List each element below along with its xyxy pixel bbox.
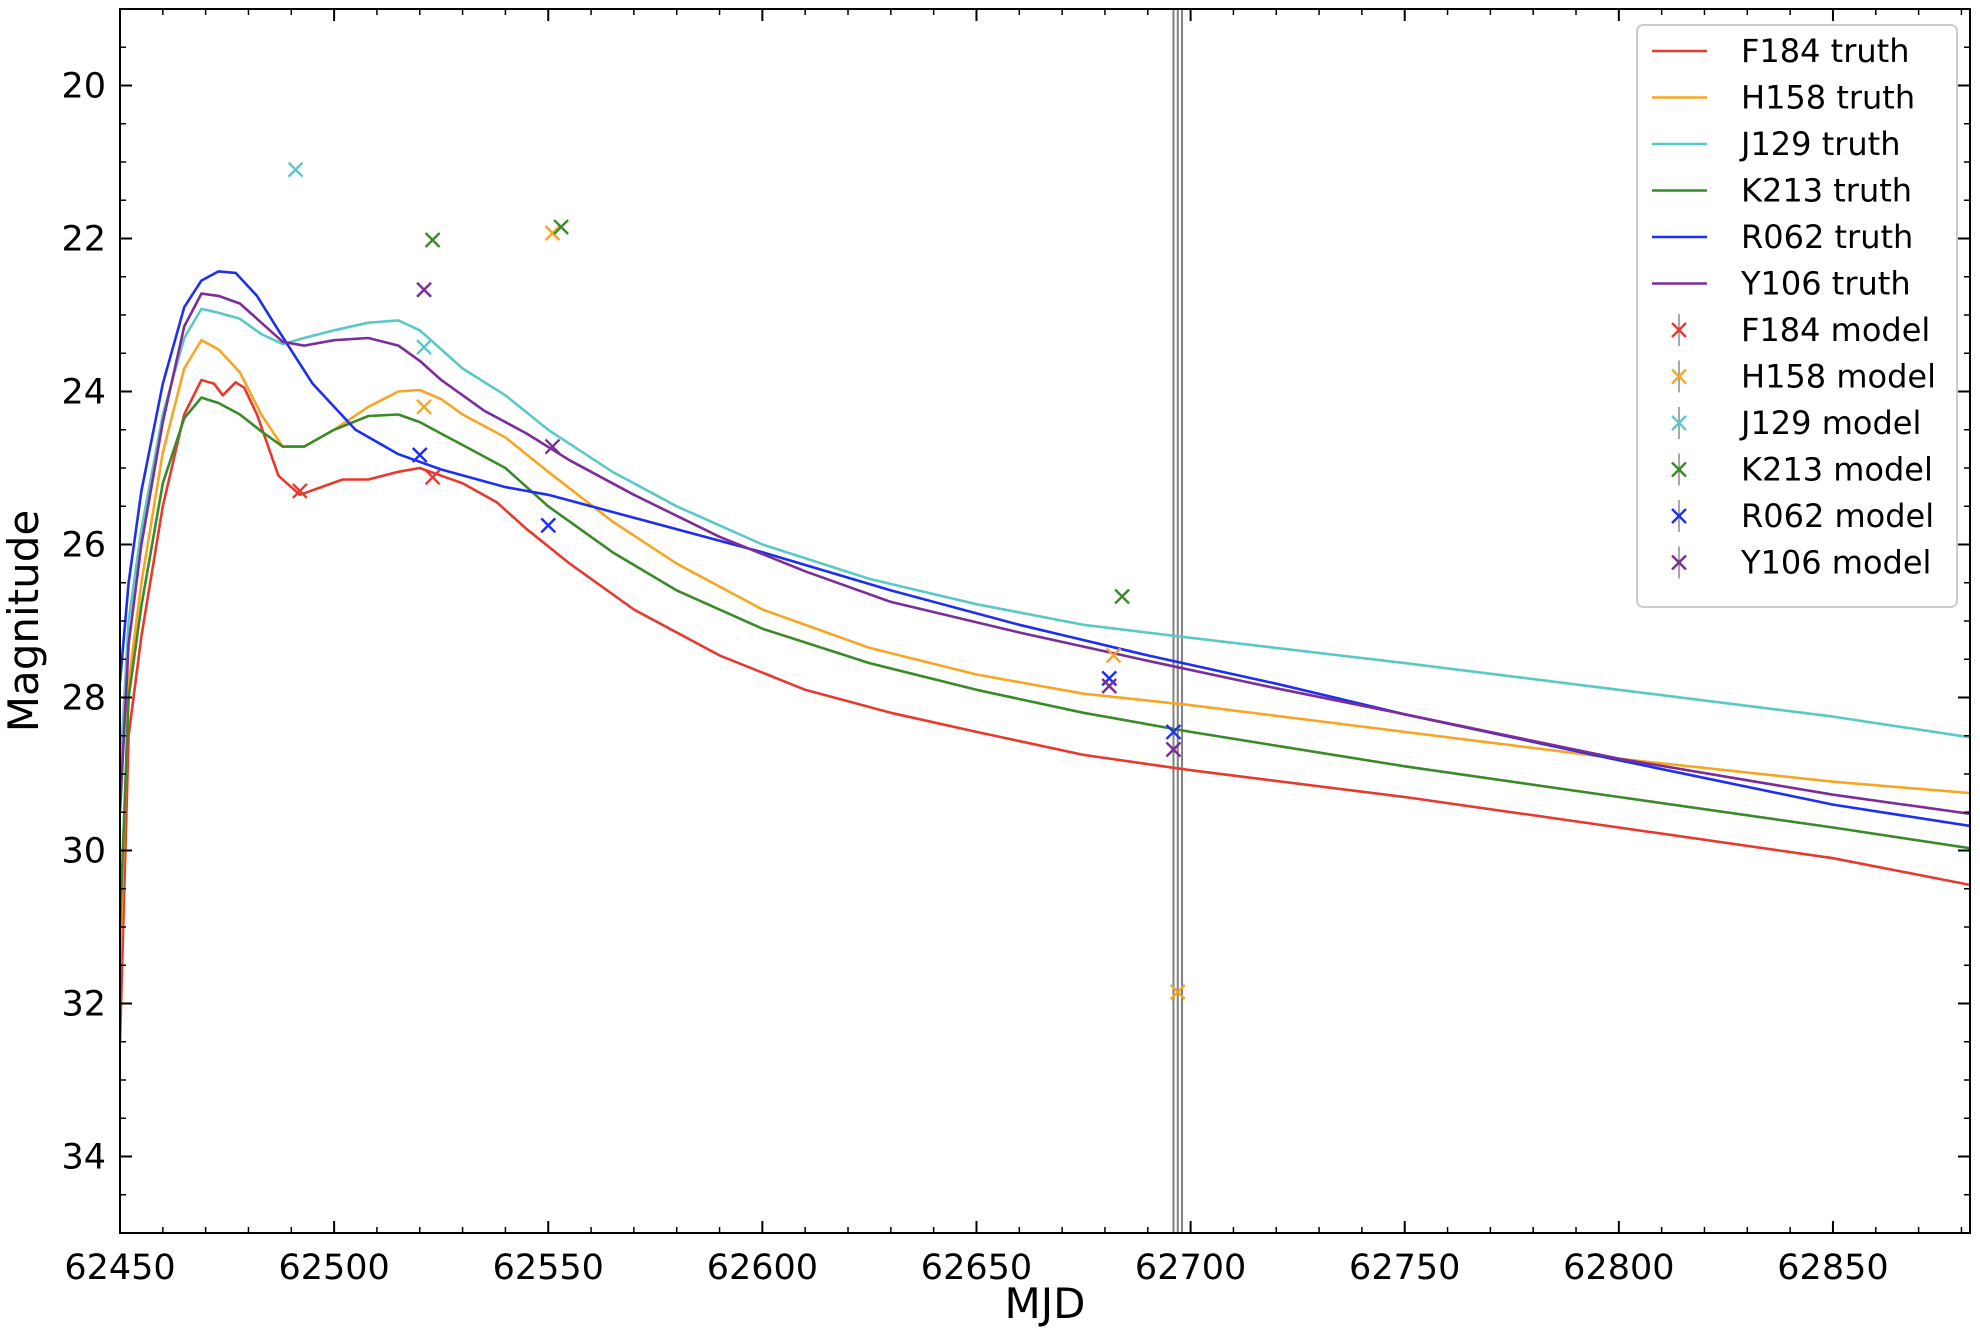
data-point-k213-model <box>424 232 441 248</box>
data-point-y106-model <box>1101 678 1118 694</box>
legend-f184-truth-label: F184 truth <box>1741 32 1909 70</box>
legend-h158-truth-label: H158 truth <box>1741 79 1915 117</box>
legend-box <box>1636 24 1958 608</box>
data-point-y106-model <box>416 281 432 298</box>
axis-ticks: 62450 62500 62550 62600 62650 62700 62750 62800… <box>61 8 1970 1288</box>
data-point-h158-model <box>1169 984 1186 1000</box>
y-tick-label: 30 <box>61 832 106 872</box>
legend: F184 truth H158 truth J129 truth K213 truth… <box>1636 24 1958 608</box>
x-tick-label: 62700 <box>1135 1248 1246 1288</box>
x-tick-label: 62650 <box>921 1248 1032 1288</box>
legend-h158-model-swatch <box>1671 368 1687 385</box>
series-line-y106-truth <box>120 292 1970 816</box>
data-point-h158-model <box>416 398 432 415</box>
legend-j129-truth-label: J129 truth <box>1739 125 1901 163</box>
legend-r062-model-swatch <box>1671 508 1687 524</box>
y-tick-label: 26 <box>61 526 106 566</box>
vertical-reference-lines <box>1172 9 1184 1233</box>
legend-f184-model-label: F184 model <box>1741 311 1930 349</box>
series-line-h158-truth <box>120 338 1970 966</box>
data-point-k213-model <box>553 219 569 235</box>
y-tick-label: 28 <box>61 679 106 719</box>
legend-k213-truth-label: K213 truth <box>1741 172 1912 210</box>
x-tick-label: 62600 <box>707 1248 818 1288</box>
x-tick-label: 62500 <box>278 1248 389 1288</box>
data-point-y106-model <box>544 438 561 455</box>
data-point-r062-model <box>411 447 428 463</box>
legend-h158-model-label: H158 model <box>1741 358 1936 396</box>
y-tick-label: 32 <box>61 985 106 1025</box>
legend-r062-model-label: R062 model <box>1741 497 1934 535</box>
series-line-r062-truth <box>120 270 1970 828</box>
x-tick-label: 62850 <box>1777 1248 1888 1288</box>
data-point-r062-model <box>540 517 557 534</box>
data-point-f184-model <box>424 469 441 486</box>
data-point-j129-model <box>416 339 432 355</box>
legend-y106-truth-label: Y106 truth <box>1740 265 1911 303</box>
data-point-j129-model <box>287 161 304 178</box>
y-tick-label: 24 <box>61 373 106 413</box>
data-point-f184-model <box>292 483 308 499</box>
legend-k213-model-label: K213 model <box>1741 451 1933 489</box>
y-tick-label: 34 <box>61 1138 106 1178</box>
legend-k213-model-swatch <box>1671 461 1687 478</box>
data-point-y106-model <box>1165 741 1182 758</box>
y-tick-label: 20 <box>61 67 106 107</box>
data-point-k213-model <box>1114 588 1130 605</box>
data-point-h158-model <box>1105 647 1122 664</box>
x-axis-title: MJD <box>1005 1279 1086 1328</box>
legend-r062-truth-label: R062 truth <box>1741 218 1913 256</box>
y-axis-title: Magnitude <box>0 510 48 733</box>
data-point-h158-model <box>544 225 561 241</box>
y-tick-label: 22 <box>61 220 106 260</box>
legend-y106-model-swatch <box>1671 554 1687 571</box>
legend-j129-model-swatch <box>1671 415 1687 431</box>
legend-f184-model-swatch <box>1671 322 1687 338</box>
legend-y106-model-label: Y106 model <box>1740 544 1931 582</box>
data-point-r062-model <box>1165 724 1182 740</box>
x-tick-label: 62800 <box>1563 1248 1674 1288</box>
x-tick-label: 62750 <box>1349 1248 1460 1288</box>
x-tick-label: 62550 <box>493 1248 604 1288</box>
model-markers <box>287 161 1186 1000</box>
legend-j129-model-label: J129 model <box>1739 404 1921 442</box>
series-line-f184-truth <box>120 378 1970 1042</box>
series-line-k213-truth <box>120 396 1970 928</box>
x-tick-label: 62450 <box>64 1248 175 1288</box>
